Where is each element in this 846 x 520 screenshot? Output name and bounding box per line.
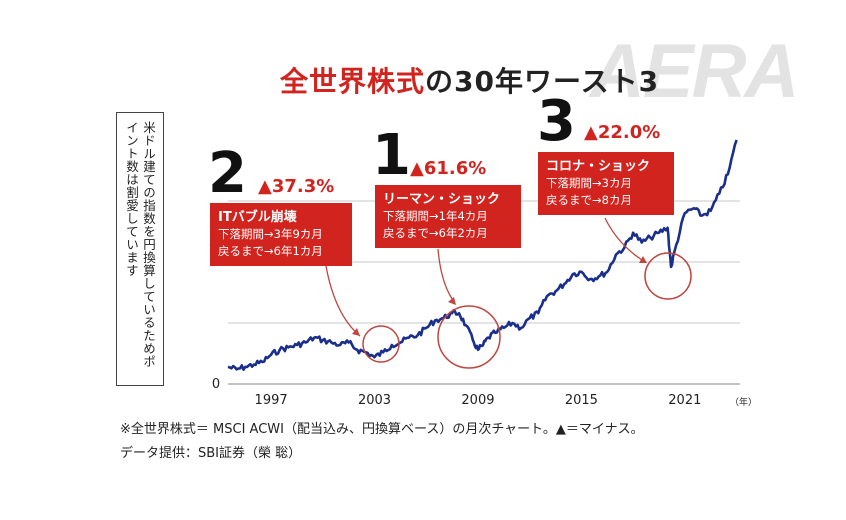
x-tick-2015: 2015	[565, 393, 598, 408]
event-decline-1: 下落期間→1年4カ月	[383, 209, 488, 223]
event-drop-2: ▲37.3%	[258, 176, 335, 197]
event-recovery-1: 戻るまで→6年2カ月	[383, 226, 488, 240]
event-drop-3: ▲22.0%	[584, 122, 661, 143]
event-recovery-3: 戻るまで→8カ月	[546, 193, 632, 207]
arrow-2-head	[352, 328, 360, 336]
x-tick-1997: 1997	[255, 393, 288, 408]
arrow-2	[325, 265, 361, 337]
event-drop-1: ▲61.6%	[410, 158, 487, 179]
footer-source: データ提供：SBI証券（榮 聡）	[120, 446, 302, 461]
note-text: 米ドル建ての指数を円換算しているためポイント数は割愛しています	[124, 121, 156, 368]
event-decline-2: 下落期間→3年9カ月	[218, 227, 323, 241]
x-tick-labels: 1997 2003 2009 2015 2021	[255, 393, 702, 408]
event-rank-1: 1	[372, 123, 411, 188]
event-box-1: リーマン・ショック 下落期間→1年4カ月 戻るまで→6年2カ月	[375, 185, 521, 248]
x-tick-2021: 2021	[668, 393, 701, 408]
event-name-3: コロナ・ショック	[546, 159, 651, 174]
brand-watermark: AERA	[590, 29, 799, 114]
event-name-2: ITバブル崩壊	[218, 210, 297, 225]
x-tick-2009: 2009	[461, 393, 494, 408]
chart-title: 全世界株式の30年ワースト3	[280, 60, 659, 100]
event-name-1: リーマン・ショック	[383, 192, 501, 207]
x-unit-label: （年）	[730, 396, 757, 408]
arrow-1	[437, 248, 456, 304]
covid-circle	[644, 252, 692, 300]
vertical-note: 米ドル建ての指数を円換算しているためポイント数は割愛しています	[116, 112, 164, 386]
it-bubble-circle	[362, 325, 400, 363]
lehman-circle	[437, 305, 501, 369]
event-box-2: ITバブル崩壊 下落期間→3年9カ月 戻るまで→6年1カ月	[210, 203, 352, 266]
event-rank-2: 2	[208, 141, 247, 206]
arrow-1-head	[448, 297, 456, 305]
event-rank-3: 3	[537, 89, 576, 154]
event-box-3: コロナ・ショック 下落期間→3カ月 戻るまで→8カ月	[538, 152, 674, 215]
event-recovery-2: 戻るまで→6年1カ月	[218, 244, 323, 258]
title-black-part: の30年ワースト3	[425, 65, 660, 98]
arrow-3	[604, 217, 646, 263]
series-line	[227, 139, 738, 371]
event-decline-3: 下落期間→3カ月	[546, 176, 632, 190]
x-tick-2003: 2003	[358, 393, 391, 408]
arrow-3-head	[639, 256, 647, 263]
footer-note: ※全世界株式＝ MSCI ACWI（配当込み、円換算ベース）の月次チャート。▲＝…	[120, 422, 644, 437]
title-red-part: 全世界株式	[280, 65, 426, 98]
y-tick-zero: 0	[212, 377, 220, 392]
